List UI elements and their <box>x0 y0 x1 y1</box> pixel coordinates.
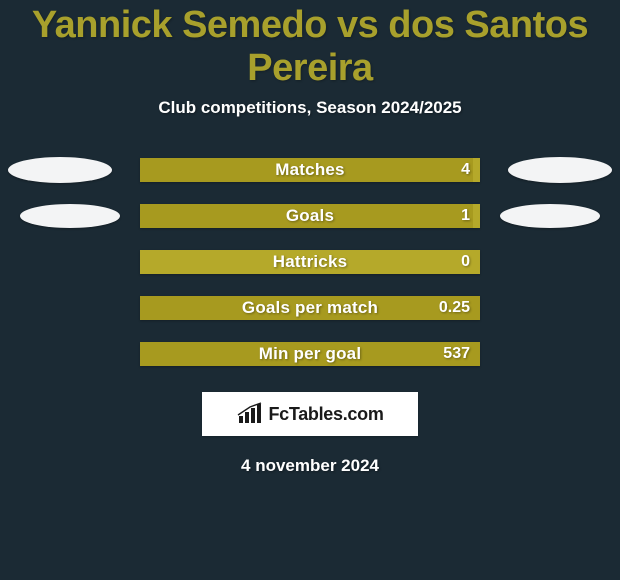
stat-value: 0.25 <box>439 296 470 320</box>
bar-chart-icon <box>236 402 264 426</box>
stat-row: Hattricks 0 <box>0 250 620 274</box>
stat-bar: Hattricks 0 <box>140 250 480 274</box>
stat-row: Min per goal 537 <box>0 342 620 366</box>
left-marker-ellipse <box>20 204 120 228</box>
logo-box: FcTables.com <box>202 392 418 436</box>
stat-label: Goals <box>140 204 480 228</box>
stats-rows: Matches 4 Goals 1 Hattricks 0 <box>0 158 620 366</box>
stat-bar: Goals 1 <box>140 204 480 228</box>
content-container: Yannick Semedo vs dos Santos Pereira Clu… <box>0 0 620 580</box>
stat-bar: Goals per match 0.25 <box>140 296 480 320</box>
stat-bar: Matches 4 <box>140 158 480 182</box>
stat-value: 4 <box>461 158 470 182</box>
subtitle: Club competitions, Season 2024/2025 <box>158 98 461 118</box>
stat-label: Goals per match <box>140 296 480 320</box>
right-marker-ellipse <box>508 157 612 183</box>
left-marker-ellipse <box>8 157 112 183</box>
stat-bar: Min per goal 537 <box>140 342 480 366</box>
stat-label: Min per goal <box>140 342 480 366</box>
stat-row: Matches 4 <box>0 158 620 182</box>
date-text: 4 november 2024 <box>241 456 379 476</box>
stat-label: Matches <box>140 158 480 182</box>
stat-label: Hattricks <box>140 250 480 274</box>
logo-text: FcTables.com <box>268 404 383 425</box>
stat-row: Goals 1 <box>0 204 620 228</box>
stat-row: Goals per match 0.25 <box>0 296 620 320</box>
stat-value: 537 <box>443 342 470 366</box>
stat-value: 0 <box>461 250 470 274</box>
page-title: Yannick Semedo vs dos Santos Pereira <box>0 4 620 90</box>
right-marker-ellipse <box>500 204 600 228</box>
stat-value: 1 <box>461 204 470 228</box>
